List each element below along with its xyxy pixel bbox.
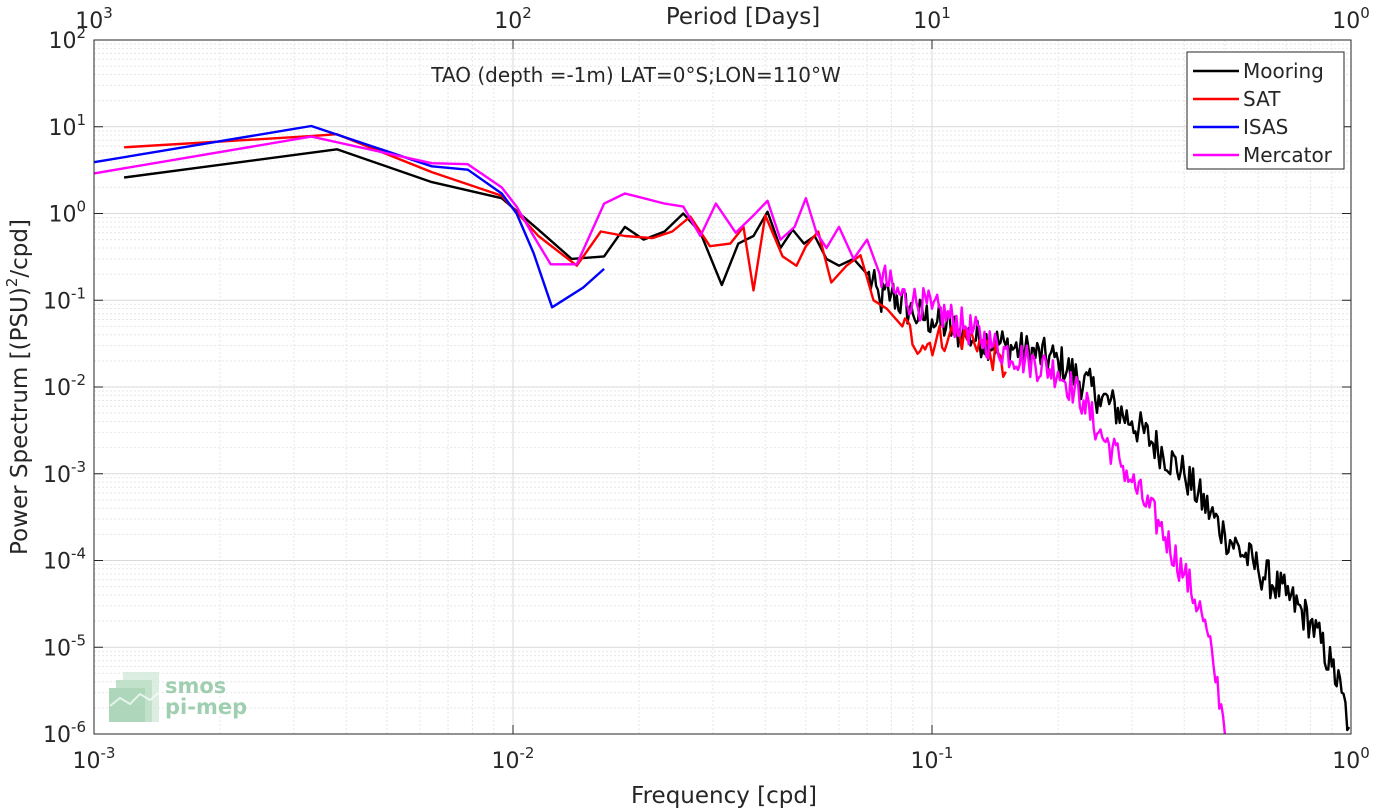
top-x-tick-label: 100 — [1332, 4, 1370, 34]
y-tick-label-base: 10 — [43, 463, 71, 488]
grid-lines — [93, 40, 1351, 735]
top-x-tick-label-exp: 0 — [1360, 4, 1370, 22]
logo-text-smos: smos — [165, 674, 226, 698]
y-tick-label-base: 10 — [43, 636, 71, 661]
y-tick-label-exp: 0 — [76, 198, 86, 216]
top-x-tick-label: 102 — [494, 4, 532, 34]
y-tick-label-exp: -4 — [71, 545, 86, 563]
axis-ticks — [93, 39, 1352, 735]
y-tick-label: 10-5 — [43, 631, 86, 661]
x-tick-label: 10-3 — [73, 744, 116, 774]
y-tick-label: 10-6 — [43, 718, 86, 748]
y-tick-label-exp: 1 — [76, 111, 86, 129]
logo-wave-icon — [109, 691, 161, 707]
legend-label-isas: ISAS — [1243, 115, 1288, 139]
x-tick-label-base: 10 — [1332, 749, 1360, 774]
y-tick-label: 101 — [48, 111, 86, 141]
y-tick-label-exp: -6 — [71, 718, 86, 736]
y-tick-label-base: 10 — [43, 550, 71, 575]
x-axis-label: Frequency [cpd] — [631, 783, 817, 809]
y-tick-label: 100 — [48, 198, 86, 228]
x-tick-label-base: 10 — [492, 749, 520, 774]
y-axis-label-tail: /cpd] — [7, 219, 33, 278]
y-tick-label-base: 10 — [48, 203, 76, 228]
x-tick-label: 100 — [1332, 744, 1370, 774]
y-tick-label: 10-3 — [43, 458, 86, 488]
top-x-tick-label-exp: 1 — [941, 4, 951, 22]
y-tick-label-exp: 2 — [76, 24, 86, 42]
y-tick-label: 10-1 — [43, 284, 86, 314]
y-tick-label: 102 — [48, 24, 86, 54]
x-tick-label-base: 10 — [73, 749, 101, 774]
x-tick-label-exp: 0 — [1360, 744, 1370, 762]
y-axis-label-main: Power Spectrum [(PSU) — [7, 287, 33, 555]
top-x-tick-label: 101 — [913, 4, 951, 34]
y-tick-label-base: 10 — [43, 289, 71, 314]
legend-label-mercator: Mercator — [1243, 143, 1333, 167]
y-tick-label: 10-2 — [43, 371, 86, 401]
y-tick-label-base: 10 — [43, 376, 71, 401]
legend-label-sat: SAT — [1243, 87, 1281, 111]
top-x-tick-label-base: 10 — [1332, 9, 1360, 34]
y-tick-label-exp: -3 — [71, 458, 86, 476]
top-x-tick-label-base: 10 — [913, 9, 941, 34]
series-line-isas — [93, 124, 605, 309]
x-tick-label: 10-2 — [492, 744, 535, 774]
series-line-mercator — [93, 135, 1227, 735]
y-tick-label-exp: -2 — [71, 371, 86, 389]
legend-items: Mooring SAT ISAS Mercator — [1193, 59, 1333, 167]
chart-title: TAO (depth =-1m) LAT=0°S;LON=110°W — [430, 63, 841, 87]
series-line-mooring — [123, 148, 1351, 732]
y-tick-label-base: 10 — [43, 723, 71, 748]
y-tick-label-base: 10 — [48, 29, 76, 54]
top-x-tick-label-exp: 3 — [103, 4, 113, 22]
y-axis-label: Power Spectrum [(PSU)2/cpd] — [3, 219, 33, 555]
top-x-tick-label-base: 10 — [75, 9, 103, 34]
y-tick-label-exp: -5 — [71, 631, 86, 649]
x-tick-label-exp: -2 — [520, 744, 535, 762]
top-x-axis-label: Period [Days] — [666, 4, 820, 30]
smos-pi-mep-logo: smos pi-mep — [109, 672, 247, 722]
y-tick-label: 10-4 — [43, 545, 86, 575]
y-tick-label-exp: -1 — [71, 284, 86, 302]
top-x-tick-label: 103 — [75, 4, 113, 34]
x-tick-label-exp: -1 — [939, 744, 954, 762]
top-x-tick-label-exp: 2 — [522, 4, 532, 22]
legend: Mooring SAT ISAS Mercator — [1186, 51, 1345, 170]
x-tick-label-base: 10 — [911, 749, 939, 774]
y-tick-label-base: 10 — [48, 116, 76, 141]
x-tick-label: 10-1 — [911, 744, 954, 774]
series-line-sat — [124, 133, 1007, 378]
top-x-tick-label-base: 10 — [494, 9, 522, 34]
series-layer — [93, 124, 1351, 735]
legend-label-mooring: Mooring — [1243, 59, 1324, 83]
x-tick-label-exp: -3 — [101, 744, 116, 762]
logo-text-pimep: pi-mep — [165, 695, 247, 719]
y-axis-label-sup: 2 — [3, 278, 21, 288]
